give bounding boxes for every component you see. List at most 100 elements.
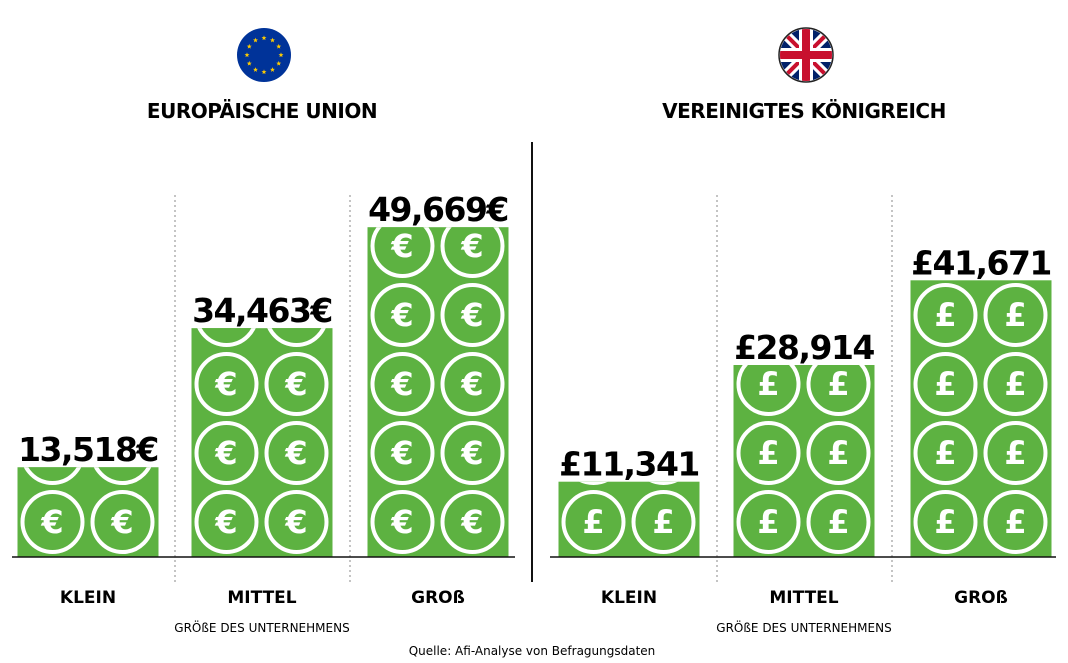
coin-icon bbox=[370, 352, 435, 416]
coin-icon bbox=[736, 421, 801, 485]
coin-symbol: € bbox=[284, 365, 307, 403]
coin-icon bbox=[194, 490, 259, 554]
coin-icon bbox=[264, 352, 329, 416]
coin-symbol: € bbox=[40, 503, 63, 541]
eu-star-icon bbox=[253, 37, 258, 43]
eu-star-icon bbox=[270, 37, 275, 43]
eu-star-icon bbox=[276, 60, 282, 66]
coin-symbol: € bbox=[460, 365, 483, 403]
uk-value-label: £41,671 bbox=[911, 243, 1051, 282]
uk-category-label: GROß bbox=[954, 588, 1008, 608]
coin-symbol: £ bbox=[1004, 503, 1026, 541]
coin-icon bbox=[194, 352, 259, 416]
eu-star-icon bbox=[261, 35, 267, 41]
uk-category-label: MITTEL bbox=[769, 588, 838, 608]
coin-symbol: £ bbox=[757, 503, 779, 541]
uk-value-label: £11,341 bbox=[559, 445, 699, 484]
coin-icon bbox=[631, 490, 696, 554]
coin-symbol: € bbox=[460, 296, 483, 334]
coin-icon bbox=[913, 352, 978, 416]
coin-symbol: € bbox=[284, 503, 307, 541]
eu-value-label: 34,463€ bbox=[192, 291, 332, 330]
coin-icon bbox=[267, 328, 326, 347]
coin-stack: € € € € € € € € € € bbox=[370, 227, 505, 554]
coin-symbol: £ bbox=[934, 296, 956, 334]
coin-symbol: £ bbox=[582, 503, 604, 541]
coin-symbol: € bbox=[460, 434, 483, 472]
uk-bar-klein: £ ££ ££11,341 bbox=[558, 445, 700, 557]
coin-icon bbox=[806, 365, 871, 416]
coin-icon bbox=[561, 490, 626, 554]
coin-icon bbox=[370, 283, 435, 347]
coin-symbol: € bbox=[284, 434, 307, 472]
coin-symbol: £ bbox=[827, 503, 849, 541]
coin-symbol: £ bbox=[757, 365, 779, 403]
eu-axis-title: GRÖßE DES UNTERNEHMENS bbox=[174, 619, 349, 635]
eu-panel-title: EUROPÄISCHE UNION bbox=[147, 99, 377, 123]
coin-icon bbox=[983, 490, 1048, 554]
eu-category-label: KLEIN bbox=[60, 588, 116, 608]
uk-bar-mittel: £ ££ ££ ££28,914 bbox=[733, 328, 876, 557]
coin-icon bbox=[806, 490, 871, 554]
eu-bar-mittel: € € € € € € € €34,463€ bbox=[191, 291, 333, 557]
coin-icon bbox=[913, 421, 978, 485]
coin-symbol: € bbox=[460, 503, 483, 541]
coin-symbol: € bbox=[460, 227, 483, 265]
coin-symbol: £ bbox=[934, 365, 956, 403]
coin-icon bbox=[649, 481, 678, 485]
eu-flag-icon bbox=[237, 28, 291, 82]
eu-star-icon bbox=[261, 69, 267, 75]
coin-symbol: £ bbox=[1004, 434, 1026, 472]
coin-icon bbox=[983, 421, 1048, 485]
coin-icon bbox=[440, 283, 505, 347]
coin-icon bbox=[579, 481, 608, 485]
eu-value-label: 13,518€ bbox=[18, 430, 158, 469]
coin-icon bbox=[370, 490, 435, 554]
coin-symbol: € bbox=[110, 434, 133, 472]
coin-icon bbox=[90, 490, 155, 554]
eu-value-label: 49,669€ bbox=[368, 190, 508, 229]
eu-star-icon bbox=[253, 67, 258, 72]
coin-symbol: € bbox=[390, 296, 413, 334]
coin-icon bbox=[983, 283, 1048, 347]
coin-symbol: £ bbox=[652, 503, 674, 541]
eu-star-icon bbox=[246, 43, 252, 49]
coin-icon bbox=[264, 421, 329, 485]
coin-icon bbox=[736, 365, 801, 416]
source-note: Quelle: Afi-Analyse von Befragungsdaten bbox=[409, 644, 656, 658]
coin-icon bbox=[440, 490, 505, 554]
coin-symbol: € bbox=[390, 365, 413, 403]
uk-axis-title: GRÖßE DES UNTERNEHMENS bbox=[716, 619, 891, 635]
eu-star-icon bbox=[278, 52, 284, 58]
coin-symbol: £ bbox=[934, 503, 956, 541]
coin-stack: € € € € € € € € bbox=[194, 296, 329, 554]
coin-symbol: € bbox=[40, 434, 63, 472]
uk-panel-title: VEREINIGTES KÖNIGREICH bbox=[662, 99, 946, 123]
coin-icon bbox=[194, 421, 259, 485]
coin-icon bbox=[20, 490, 85, 554]
eu-star-icon bbox=[244, 52, 250, 58]
coin-icon bbox=[440, 421, 505, 485]
eu-star-icon bbox=[270, 67, 275, 72]
coin-icon bbox=[736, 490, 801, 554]
coin-icon bbox=[370, 227, 435, 278]
uk-bar-groß: £ £ £ £ £ £ £ £ £41,671 bbox=[910, 243, 1052, 557]
coin-icon bbox=[806, 421, 871, 485]
coin-symbol: € bbox=[390, 434, 413, 472]
coin-icon bbox=[23, 467, 82, 485]
coin-stack: € € € € bbox=[20, 434, 155, 554]
eu-bar-klein: € € € €13,518€ bbox=[17, 430, 159, 557]
coin-symbol: € bbox=[214, 296, 237, 334]
coin-symbol: £ bbox=[827, 434, 849, 472]
coin-symbol: £ bbox=[1004, 296, 1026, 334]
coin-symbol: € bbox=[390, 503, 413, 541]
coin-icon bbox=[983, 352, 1048, 416]
eu-star-icon bbox=[276, 43, 282, 49]
eu-bar-groß: € € € € € € € € € €49,669€ bbox=[367, 190, 509, 557]
coin-stack: £ £ £ £ £ £ bbox=[736, 365, 871, 554]
coin-symbol: £ bbox=[757, 434, 779, 472]
coin-symbol: € bbox=[284, 296, 307, 334]
eu-category-label: GROß bbox=[411, 588, 465, 608]
coin-symbol: £ bbox=[827, 365, 849, 403]
